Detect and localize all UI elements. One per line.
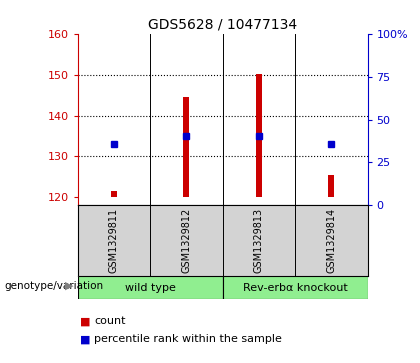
Text: percentile rank within the sample: percentile rank within the sample (94, 334, 282, 344)
Bar (223, 276, 368, 299)
Text: ▶: ▶ (65, 281, 73, 291)
Text: GSM1329811: GSM1329811 (109, 208, 119, 273)
Text: ■: ■ (80, 334, 90, 344)
Text: wild type: wild type (125, 283, 176, 293)
Bar (78, 276, 223, 299)
Text: genotype/variation: genotype/variation (4, 281, 103, 291)
Bar (184, 97, 189, 197)
Text: count: count (94, 316, 126, 326)
Text: GSM1329814: GSM1329814 (326, 208, 336, 273)
Bar (111, 191, 117, 197)
Text: GSM1329812: GSM1329812 (181, 208, 192, 273)
Bar (328, 175, 334, 197)
Text: ■: ■ (80, 316, 90, 326)
Title: GDS5628 / 10477134: GDS5628 / 10477134 (148, 18, 297, 32)
Bar (256, 74, 262, 197)
Text: GSM1329813: GSM1329813 (254, 208, 264, 273)
Text: Rev-erbα knockout: Rev-erbα knockout (243, 283, 347, 293)
